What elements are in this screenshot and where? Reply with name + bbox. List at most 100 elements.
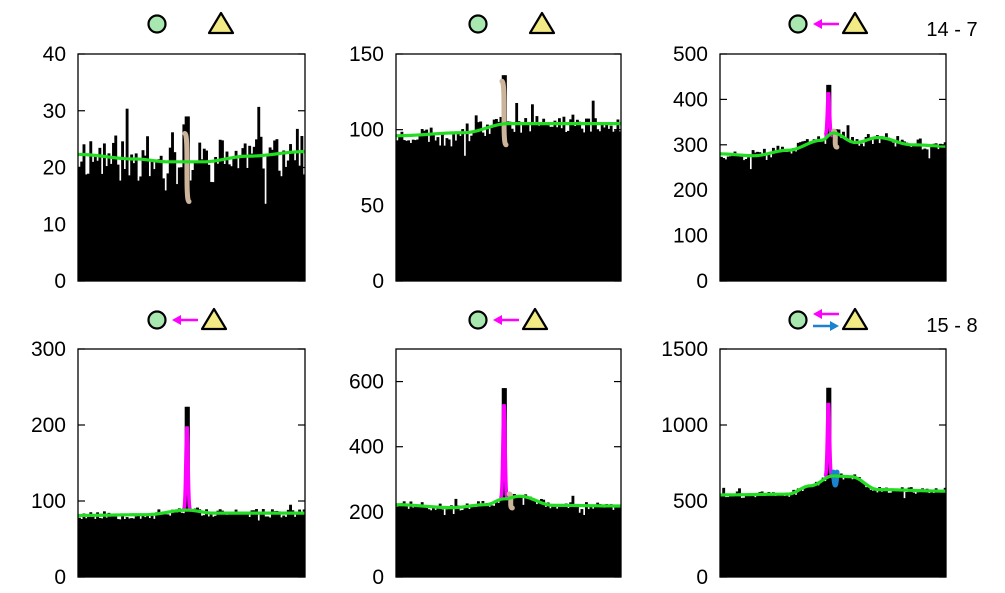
histogram-bar: [614, 506, 618, 577]
histogram-bar: [239, 156, 243, 281]
histogram-bar: [618, 131, 621, 281]
histogram-bar: [801, 490, 805, 577]
histogram-bar: [130, 518, 134, 577]
histogram-bar: [241, 512, 245, 577]
histogram-bar: [492, 505, 496, 577]
histogram-bar: [869, 489, 873, 577]
histogram-bar: [540, 498, 543, 577]
histogram-bar: [546, 502, 550, 577]
circle-marker-icon: [147, 310, 167, 330]
histogram-bar: [531, 500, 534, 577]
histogram-bar: [150, 159, 154, 281]
histogram-bar: [506, 496, 510, 577]
histogram-bar: [205, 509, 208, 577]
histogram-bar: [735, 491, 739, 577]
histogram-bar: [87, 173, 90, 281]
histogram-bar: [810, 485, 814, 577]
histogram-bar: [853, 142, 857, 281]
histogram-bar: [907, 143, 911, 281]
histogram-bar: [118, 519, 122, 577]
histogram-bar: [472, 133, 476, 281]
histogram-bar: [923, 491, 927, 577]
histogram-bar: [230, 512, 233, 577]
histogram-bar: [848, 142, 852, 281]
histogram-bar: [164, 190, 168, 281]
plot-area: [78, 406, 305, 577]
plot-area: [396, 388, 621, 577]
plot-area: [78, 106, 305, 281]
histogram-bar: [255, 139, 258, 281]
histogram-bar: [159, 513, 163, 577]
histogram-bar: [513, 131, 516, 281]
histogram-bar: [118, 180, 122, 281]
histogram-bar: [78, 517, 81, 577]
histogram-bar: [447, 508, 451, 577]
histogram-bar: [612, 131, 615, 281]
histogram-bar: [756, 495, 760, 577]
histogram-bar: [427, 141, 431, 281]
histogram-bar: [582, 132, 586, 281]
histogram-bar: [432, 133, 435, 281]
histogram-bar: [180, 512, 184, 577]
histogram-bar: [193, 160, 197, 281]
histogram-bar: [114, 515, 118, 577]
histogram-bar: [573, 126, 577, 281]
histogram-bar: [519, 495, 523, 577]
histogram-bar: [909, 146, 913, 281]
histogram-bar: [735, 155, 739, 281]
histogram-bar: [261, 168, 265, 281]
histogram-bar: [200, 515, 204, 577]
histogram-bar: [148, 176, 152, 281]
histogram-bar: [200, 159, 204, 281]
histogram-bar: [564, 503, 568, 577]
histogram-bar: [450, 146, 453, 281]
histogram-bar: [603, 507, 606, 577]
histogram-bar: [939, 143, 943, 281]
plot-area: [720, 387, 946, 577]
histogram-bar: [216, 510, 220, 577]
histogram-bar: [571, 495, 575, 577]
histogram-bar: [132, 518, 136, 577]
histogram-bar: [607, 128, 611, 281]
enhancement-peak: [499, 404, 509, 501]
histogram-bar: [114, 135, 118, 281]
histogram-bar: [799, 488, 802, 577]
histogram-bar: [105, 517, 109, 577]
histogram-bar: [905, 492, 909, 577]
arrow-left-magenta-icon: [813, 309, 839, 319]
histogram-bar: [731, 493, 735, 577]
histogram-bar: [855, 478, 859, 577]
histogram-bar: [218, 509, 222, 577]
histogram-bar: [814, 481, 818, 577]
histogram-bar: [513, 493, 516, 577]
histogram-bar: [87, 515, 90, 577]
histogram-bar: [293, 160, 297, 281]
histogram-bar: [878, 143, 882, 281]
histogram-bar: [504, 75, 507, 281]
histogram-bar: [182, 124, 186, 281]
histogram-bar: [402, 501, 406, 577]
chart-panel-top-middle: 0 50 100 150: [349, 11, 622, 293]
histogram-bar: [558, 505, 561, 577]
histogram-bar: [402, 140, 406, 281]
histogram-bar: [517, 121, 521, 281]
histogram-bar: [116, 164, 120, 281]
histogram-bar: [769, 157, 773, 281]
triangle-marker-icon: [207, 11, 235, 35]
histogram-bar: [497, 121, 501, 281]
histogram-bar: [286, 160, 290, 281]
histogram-bar: [805, 485, 809, 577]
histogram-bar: [760, 153, 764, 281]
histogram-bar: [252, 146, 256, 281]
histogram-bar: [540, 122, 543, 281]
histogram-bar: [726, 497, 730, 577]
y-tick-label: 100: [349, 119, 384, 142]
histogram-bar: [459, 510, 462, 577]
histogram-bar: [295, 128, 299, 281]
histogram-bar: [93, 518, 97, 577]
histogram-bar: [914, 145, 918, 281]
triangle-marker-icon: [528, 11, 556, 35]
arrow-left-magenta-icon: [493, 315, 519, 325]
histogram-bar: [127, 175, 131, 281]
histogram-bar: [776, 145, 780, 281]
